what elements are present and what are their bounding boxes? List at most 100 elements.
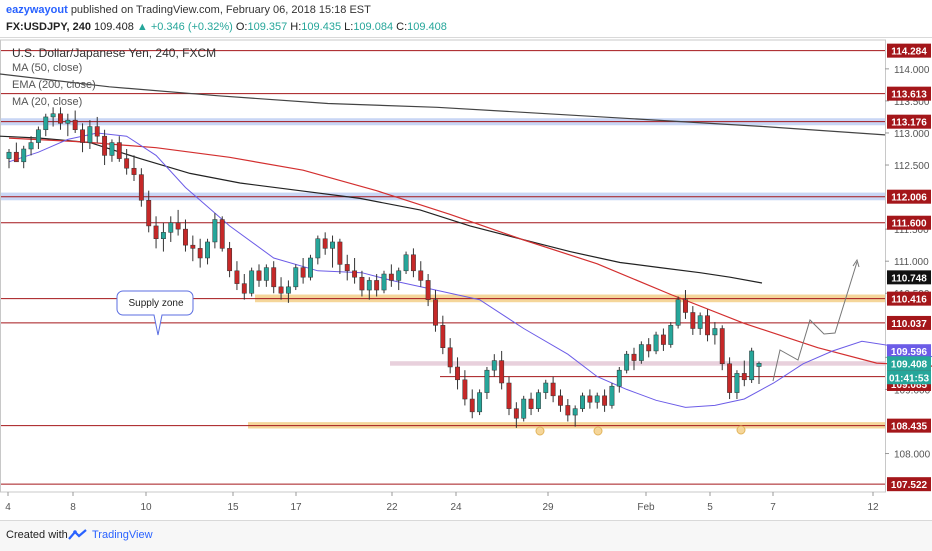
y-tick-label: 108.000	[894, 450, 931, 461]
candle-body	[697, 315, 703, 329]
legend-ma50[interactable]: MA (50, close)	[12, 62, 83, 74]
candle-body	[50, 113, 56, 118]
price-level-label-box	[887, 189, 931, 204]
countdown-box	[887, 370, 931, 385]
candle-body	[491, 360, 497, 371]
ma20-value-label: 109.596	[891, 347, 928, 358]
candle-body	[153, 225, 159, 240]
price-level-label-box	[887, 477, 931, 492]
candle-body	[609, 385, 615, 406]
legend-ma20[interactable]: MA (20, close)	[12, 96, 83, 108]
candle-body	[212, 219, 218, 243]
y-tick-label: 114.000	[894, 65, 930, 76]
candle-body	[499, 360, 505, 384]
candle-body	[484, 369, 490, 393]
arrow-head-icon	[852, 258, 860, 268]
price-level-label: 110.416	[891, 295, 927, 306]
candle-body	[330, 241, 335, 249]
candle-body	[205, 241, 210, 259]
candle-body	[13, 151, 19, 163]
candle-body	[271, 267, 277, 288]
close-value: 109.408	[407, 21, 447, 33]
candle-body	[668, 325, 674, 345]
price-level-label-box	[887, 86, 931, 101]
candle-body	[285, 286, 291, 294]
author-name[interactable]: eazywayout	[6, 4, 68, 16]
price-level-label: 108.435	[891, 422, 928, 433]
candle-body	[190, 244, 196, 249]
header-ohlc: FX:USDJPY, 240 109.408 ▲ +0.346 (+0.32%)…	[6, 21, 447, 33]
candle-body	[572, 408, 578, 416]
candle-body	[447, 347, 453, 368]
projection-path-arrow	[772, 261, 858, 382]
candle-body	[322, 238, 328, 249]
candle-body	[550, 382, 556, 397]
price-level-label: 109.085	[891, 380, 928, 391]
candle-body	[756, 363, 762, 367]
candle-body	[594, 395, 600, 403]
candle-body	[315, 238, 321, 259]
candle-body	[65, 119, 71, 124]
candle-body	[352, 270, 358, 278]
candle-body	[87, 126, 93, 143]
ema200-line	[8, 137, 932, 367]
tradingview-logo-icon	[68, 529, 87, 540]
candle-body	[146, 200, 152, 227]
candle-body	[80, 129, 85, 143]
price-level-label-box	[887, 114, 931, 129]
supply-zone-callout	[116, 290, 194, 336]
candle-body	[462, 379, 468, 400]
candle-body	[653, 334, 659, 352]
price-level-label: 114.284	[891, 47, 927, 58]
x-tick-label: 10	[140, 502, 152, 513]
price-level-label-box	[887, 43, 931, 58]
candle-body	[256, 270, 262, 281]
price-level-label: 111.600	[891, 219, 926, 230]
symbol-label: FX:USDJPY, 240	[6, 21, 91, 33]
price-chart[interactable]: 114.000 113.500 113.000 112.500 111.500 111.0…	[0, 38, 932, 520]
last-price-label: 109.408	[891, 359, 928, 370]
candle-body	[6, 151, 12, 159]
candle-body	[631, 353, 637, 361]
candle-body	[410, 254, 416, 272]
candle-body	[712, 328, 718, 336]
candle-body	[43, 116, 49, 131]
candle-body	[28, 142, 34, 150]
candle-body	[403, 254, 409, 272]
candle-body	[241, 283, 247, 294]
x-tick-label: 15	[227, 502, 239, 513]
long-ma-line	[0, 73, 886, 136]
last-price: 109.408	[94, 21, 134, 33]
candle-body	[249, 270, 255, 294]
candle-body	[197, 248, 203, 259]
candle-body	[506, 382, 512, 409]
ma20-value-label-box	[887, 344, 931, 359]
price-level-label: 110.037	[891, 319, 927, 330]
candle-body	[102, 135, 108, 156]
candle-body	[741, 373, 747, 381]
price-levels-layer	[0, 50, 885, 485]
open-value: 109.357	[247, 21, 288, 33]
x-tick-label: 22	[386, 502, 398, 513]
candle-body	[396, 270, 402, 281]
candle-body	[35, 129, 41, 143]
candle-body	[734, 373, 740, 393]
legend-ema200[interactable]: EMA (200, close)	[12, 79, 96, 91]
candle-body	[683, 299, 688, 313]
x-tick-label: 8	[70, 502, 76, 513]
candle-body	[543, 382, 549, 393]
footer-brand[interactable]: TradingView	[92, 529, 153, 541]
candle-body	[565, 405, 571, 416]
price-level-label-box	[887, 315, 931, 330]
candle-body	[72, 119, 78, 131]
candle-body	[183, 228, 188, 246]
candle-body	[513, 408, 519, 419]
open-label: O:	[235, 21, 248, 33]
annotations-layer: Supply zone	[116, 258, 860, 436]
candle-body	[138, 174, 144, 201]
y-tick-label: 113.000	[894, 129, 930, 140]
candle-body	[116, 142, 122, 159]
x-tick-label: Feb	[637, 502, 655, 513]
header-published: eazywayout published on TradingView.com,…	[6, 4, 371, 16]
x-tick-label: 7	[770, 502, 776, 513]
